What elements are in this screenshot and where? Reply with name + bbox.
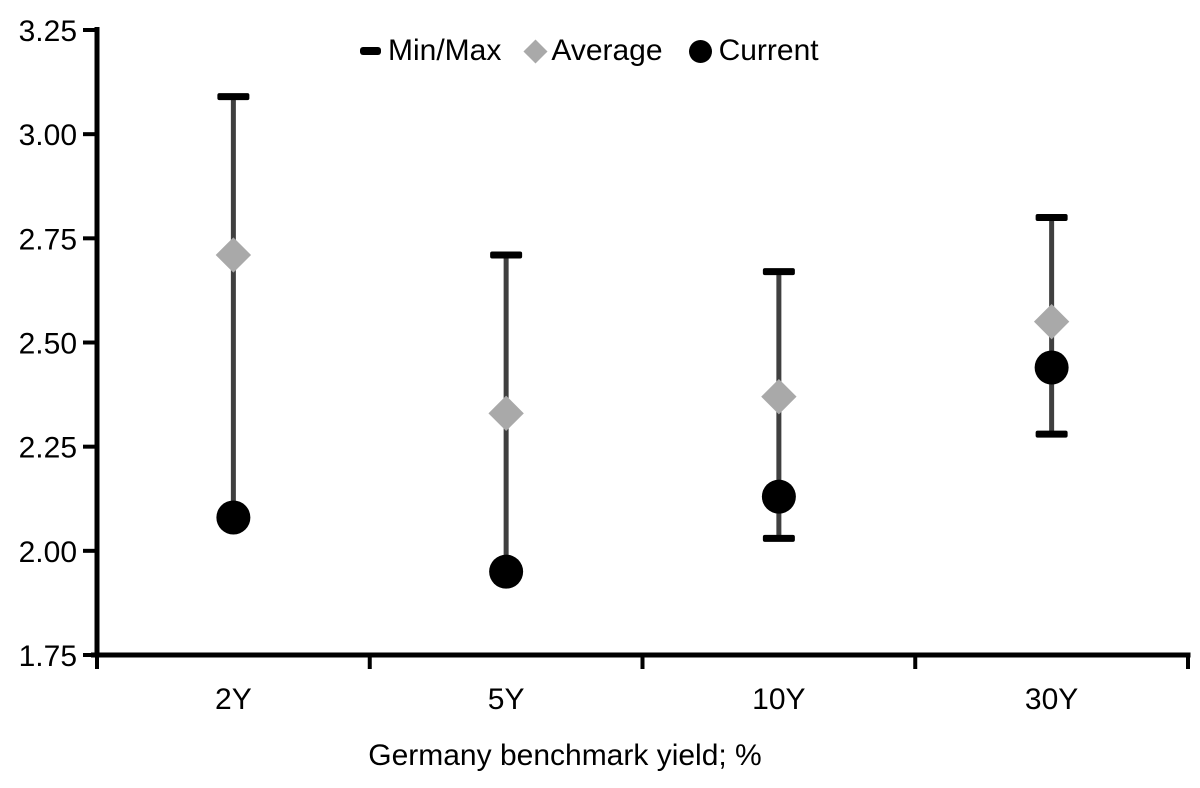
legend-label-current: Current (718, 34, 819, 67)
y-tick-label: 3.00 (19, 119, 77, 152)
legend-item-minmax: Min/Max (360, 33, 501, 69)
min-cap-10Y (762, 534, 795, 542)
average-diamond-icon (523, 38, 548, 64)
average-diamond-2Y (215, 237, 252, 273)
current-dot-30Y (1034, 350, 1069, 385)
legend-label-minmax: Min/Max (388, 34, 502, 67)
minmax-dash-icon (360, 47, 381, 55)
max-cap-5Y (490, 251, 523, 259)
min-cap-30Y (1035, 430, 1068, 438)
max-cap-10Y (762, 268, 795, 276)
average-diamond-5Y (488, 395, 524, 432)
y-tick-label: 2.25 (19, 432, 77, 465)
y-tick-label: 1.75 (19, 640, 77, 673)
y-tick-label: 2.00 (19, 536, 77, 569)
max-cap-2Y (217, 93, 250, 101)
x-category-label: 2Y (215, 683, 252, 716)
average-diamond-10Y (761, 378, 797, 415)
y-tick-label: 3.25 (19, 15, 77, 48)
current-dot-10Y (761, 479, 796, 514)
x-axis-title: Germany benchmark yield; % (368, 739, 762, 772)
current-dot-2Y (216, 500, 251, 535)
legend-label-average: Average (551, 34, 663, 67)
y-tick-label: 2.75 (19, 223, 77, 256)
average-diamond-30Y (1033, 303, 1070, 340)
legend-item-current: Current (688, 33, 819, 69)
x-category-label: 30Y (1025, 683, 1078, 716)
current-dot-5Y (489, 554, 524, 589)
max-cap-30Y (1035, 214, 1068, 221)
x-category-label: 10Y (752, 683, 805, 716)
x-category-label: 5Y (488, 683, 525, 716)
current-circle-icon (688, 39, 712, 63)
y-tick-label: 2.50 (19, 328, 77, 361)
legend-item-average: Average (523, 33, 663, 69)
chart-legend: Min/Max Average Current (360, 33, 819, 69)
